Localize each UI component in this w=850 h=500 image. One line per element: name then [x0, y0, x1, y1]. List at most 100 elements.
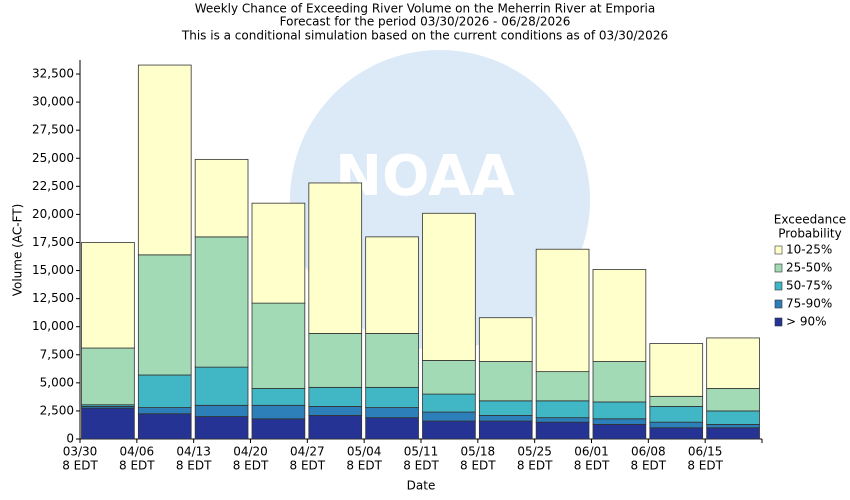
legend-label: 75-90%: [786, 297, 832, 311]
bar-segment: [308, 415, 363, 440]
chart-subtitle: This is a conditional simulation based o…: [181, 29, 668, 43]
x-tick-label: 05/04: [347, 445, 382, 459]
bar-segment: [706, 388, 760, 412]
bar-segment: [194, 158, 249, 238]
y-tick-label: 17,500: [32, 235, 74, 249]
bar-segment: [137, 374, 192, 408]
y-axis-label: Volume (AC-FT): [11, 204, 25, 297]
bar-segment: [535, 400, 590, 419]
bar-segment: [706, 410, 760, 425]
y-tick-label: 5,000: [40, 375, 74, 389]
x-tick-label: 8 EDT: [574, 459, 610, 473]
legend-title: Exceedance: [774, 213, 846, 227]
x-tick-label: 06/15: [688, 445, 723, 459]
bar-segment: [422, 359, 476, 395]
bar-segment: [194, 236, 249, 368]
legend-label: > 90%: [786, 315, 827, 329]
bar-segment: [251, 302, 306, 389]
x-tick-label: 8 EDT: [62, 459, 98, 473]
bar-segment: [365, 417, 419, 440]
x-tick-label: 05/18: [461, 445, 496, 459]
x-tick-label: 8 EDT: [687, 459, 723, 473]
x-tick-label: 05/11: [404, 445, 439, 459]
bar-segment: [365, 386, 419, 408]
x-tick-label: 8 EDT: [233, 459, 269, 473]
bar-segment: [422, 420, 476, 440]
bar-segment: [649, 343, 704, 397]
bar-segment: [251, 202, 306, 304]
bar-segment: [649, 395, 704, 407]
bar-segment: [649, 406, 704, 423]
x-tick-label: 8 EDT: [403, 459, 439, 473]
bar-segment: [478, 420, 533, 440]
y-tick-label: 0: [66, 432, 74, 446]
bar-segment: [535, 371, 590, 402]
bar-segment: [308, 182, 363, 334]
x-axis-label: Date: [407, 479, 436, 493]
legend-swatch: [774, 317, 783, 327]
y-tick-label: 7,500: [40, 347, 74, 361]
bar-segment: [137, 407, 192, 415]
x-tick-label: 04/20: [233, 445, 268, 459]
y-tick-label: 32,500: [32, 67, 74, 81]
bar-segment: [251, 418, 306, 440]
legend-label: 25-50%: [786, 261, 832, 275]
bar-segment: [478, 317, 533, 362]
bar-segment: [137, 413, 192, 440]
legend-swatch: [774, 281, 783, 291]
bar-segment: [251, 404, 306, 420]
bar-segment: [365, 407, 419, 419]
x-tick-label: 8 EDT: [517, 459, 553, 473]
legend-swatch: [774, 245, 783, 255]
bar-segment: [649, 421, 704, 429]
x-tick-label: 8 EDT: [460, 459, 496, 473]
y-tick-label: 27,500: [32, 123, 74, 137]
bar-segment: [592, 269, 647, 362]
bar-segment: [592, 361, 647, 403]
bar-segment: [308, 333, 363, 388]
bar-segment: [365, 236, 419, 334]
bar-segment: [81, 407, 135, 440]
y-tick-label: 30,000: [32, 95, 74, 109]
legend-swatch: [774, 263, 783, 273]
legend-swatch: [774, 299, 783, 309]
bar-segment: [592, 424, 647, 440]
x-tick-label: 8 EDT: [176, 459, 212, 473]
bar-segment: [706, 424, 760, 429]
x-tick-label: 05/25: [517, 445, 552, 459]
x-tick-label: 04/13: [176, 445, 211, 459]
y-tick-label: 25,000: [32, 151, 74, 165]
chart-title: Weekly Chance of Exceeding River Volume …: [195, 2, 655, 16]
bar-segment: [308, 386, 363, 407]
y-tick-label: 20,000: [32, 207, 74, 221]
bar-segment: [81, 242, 135, 349]
y-tick-label: 12,500: [32, 291, 74, 305]
bar-segment: [251, 388, 306, 406]
bar-segment: [137, 64, 192, 256]
watermark: NOAA: [335, 144, 515, 209]
bar-segment: [194, 416, 249, 440]
bar-segment: [194, 404, 249, 417]
bar-segment: [535, 248, 590, 373]
bar-segment: [308, 406, 363, 416]
bar-segment: [137, 254, 192, 376]
legend-label: 50-75%: [786, 279, 832, 293]
bar-segment: [592, 418, 647, 425]
bar-segment: [535, 421, 590, 440]
y-tick-label: 15,000: [32, 263, 74, 277]
bar-segment: [706, 427, 760, 440]
x-tick-label: 8 EDT: [631, 459, 667, 473]
bar-segment: [592, 401, 647, 420]
bar-segment: [194, 366, 249, 406]
bar-segment: [365, 333, 419, 388]
chart-subtitle: Forecast for the period 03/30/2026 - 06/…: [280, 15, 571, 29]
x-tick-label: 04/27: [290, 445, 325, 459]
x-tick-label: 8 EDT: [290, 459, 326, 473]
y-tick-label: 2,500: [40, 403, 74, 417]
bar-segment: [81, 347, 135, 406]
bar-segment: [422, 212, 476, 361]
y-tick-label: 22,500: [32, 179, 74, 193]
bar-segment: [478, 361, 533, 402]
legend-title: Probability: [778, 227, 841, 241]
